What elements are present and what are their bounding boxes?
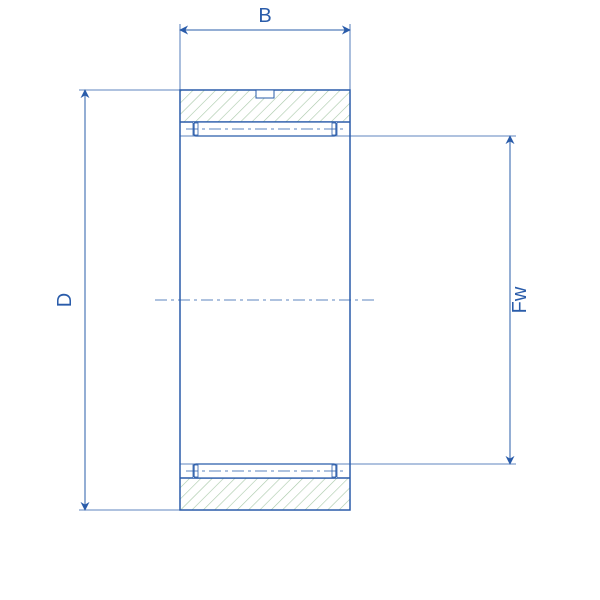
- dim-inner-dia-label: Fw: [509, 286, 531, 313]
- dim-outer-dia-label: D: [54, 293, 76, 307]
- dim-width-label: B: [258, 5, 271, 27]
